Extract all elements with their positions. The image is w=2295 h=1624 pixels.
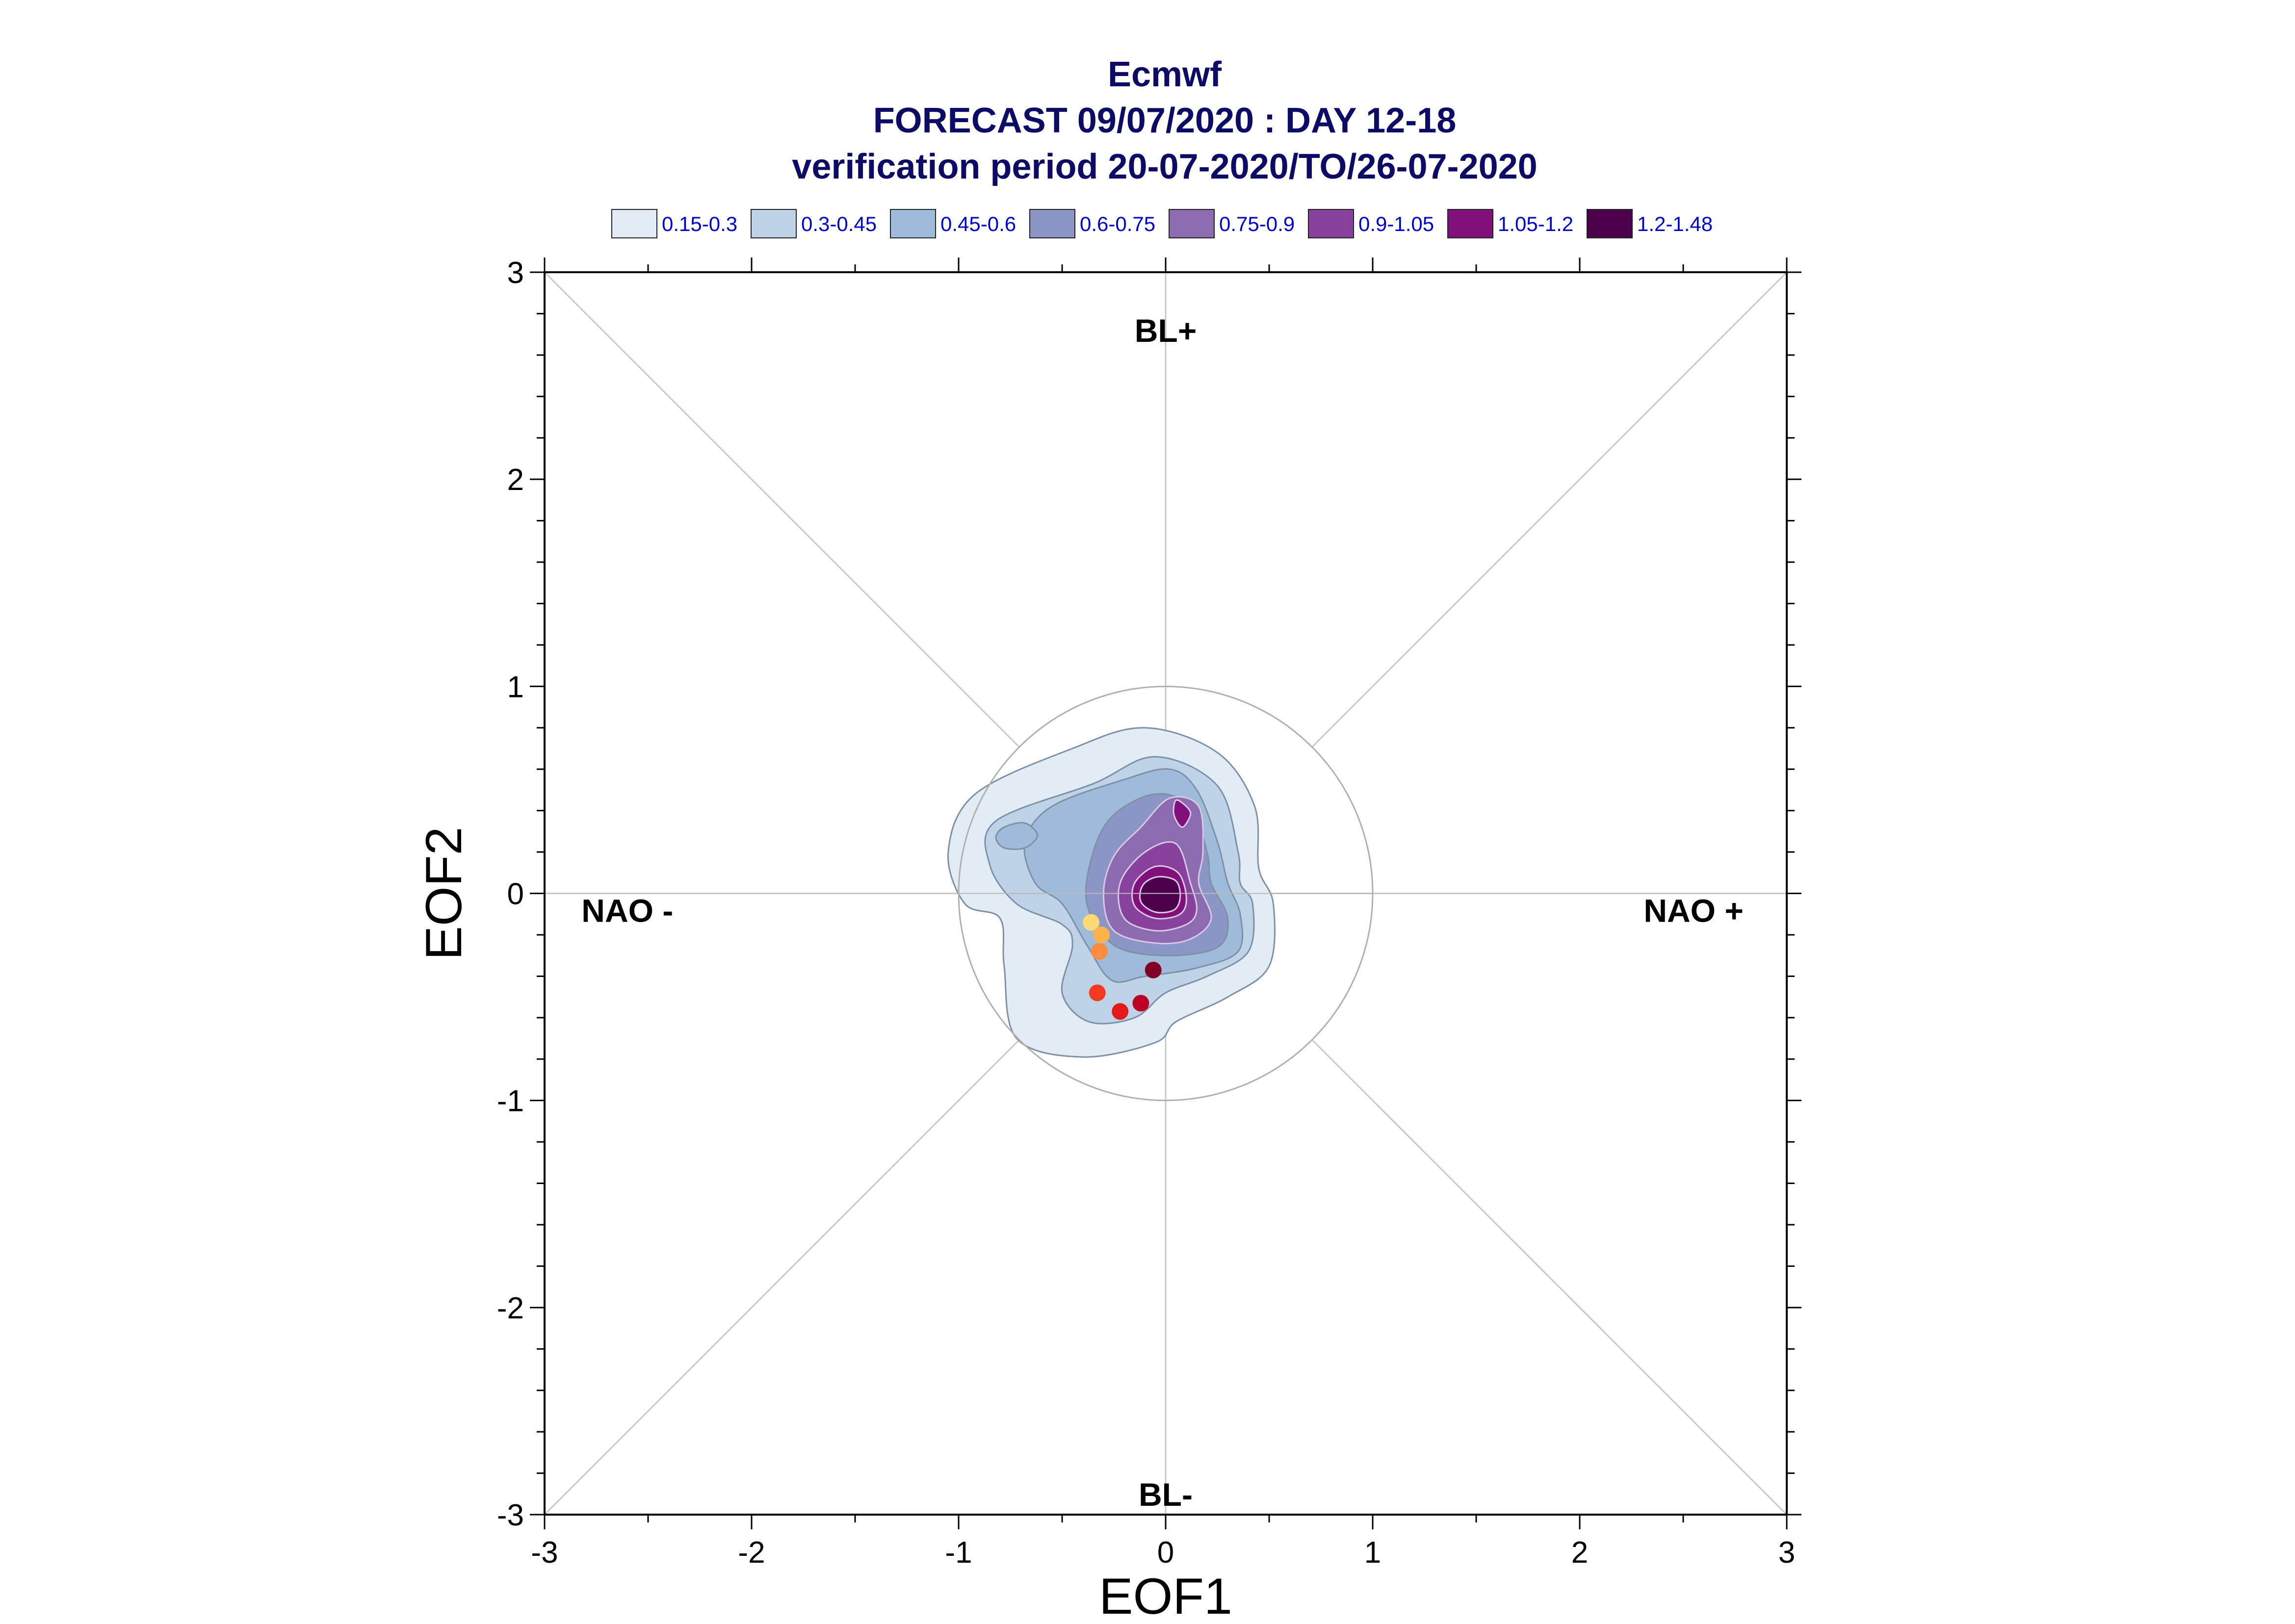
x-tick-label-4: 1 bbox=[1364, 1536, 1381, 1570]
trajectory-point-3 bbox=[1089, 984, 1106, 1002]
legend-label-6: 1.05-1.2 bbox=[1498, 212, 1573, 235]
trajectory-point-0 bbox=[1083, 914, 1100, 931]
y-tick-label-4: 1 bbox=[507, 670, 524, 704]
y-tick-label-5: 2 bbox=[507, 463, 524, 497]
contour-level-7 bbox=[1139, 876, 1181, 914]
trajectory-point-6 bbox=[1145, 961, 1162, 979]
chart-title: Ecmwf FORECAST 09/07/2020 : DAY 12-18 ve… bbox=[792, 55, 1537, 186]
y-tick-label-6: 3 bbox=[507, 256, 524, 290]
legend-label-2: 0.45-0.6 bbox=[940, 212, 1016, 235]
regime-label-3: NAO + bbox=[1643, 892, 1744, 928]
contour-blob-west bbox=[995, 822, 1038, 850]
trajectory-point-5 bbox=[1132, 995, 1149, 1012]
legend-swatch-1 bbox=[751, 209, 797, 238]
regime-label-2: NAO - bbox=[581, 892, 673, 928]
y-tick-label-1: -2 bbox=[497, 1291, 524, 1325]
y-tick-label-3: 0 bbox=[507, 877, 524, 911]
legend-swatch-3 bbox=[1029, 209, 1075, 238]
title-line-1: Ecmwf bbox=[1108, 55, 1222, 94]
y-tick-label-2: -1 bbox=[497, 1084, 524, 1118]
plot-area: BL+ BL- NAO - NAO + -3 -2 -1 0 1 2 3 -3 -2 -1 0 1 2 3 EOF1… bbox=[416, 256, 1801, 1624]
regime-label-1: BL- bbox=[1139, 1476, 1193, 1513]
legend-label-7: 1.2-1.48 bbox=[1637, 212, 1713, 235]
trajectory-point-2 bbox=[1091, 943, 1108, 960]
y-tick-label-0: -3 bbox=[497, 1498, 524, 1532]
legend-swatch-6 bbox=[1447, 209, 1493, 238]
title-line-3: verification period 20-07-2020/TO/26-07-… bbox=[792, 147, 1537, 186]
y-axis-title: EOF2 bbox=[416, 827, 472, 960]
x-tick-label-6: 3 bbox=[1778, 1536, 1795, 1570]
legend: 0.15-0.3 0.3-0.45 0.45-0.6 0.6-0.75 0.75-0.9… bbox=[611, 209, 1713, 238]
legend-swatch-7 bbox=[1587, 209, 1633, 238]
x-tick-label-2: -1 bbox=[945, 1536, 972, 1570]
trajectory-point-1 bbox=[1093, 926, 1110, 943]
legend-label-4: 0.75-0.9 bbox=[1219, 212, 1295, 235]
legend-swatch-5 bbox=[1308, 209, 1354, 238]
contour-blob-north bbox=[1173, 799, 1192, 828]
x-tick-label-3: 0 bbox=[1157, 1536, 1174, 1570]
regime-label-0: BL+ bbox=[1135, 312, 1197, 349]
x-tick-label-0: -3 bbox=[531, 1536, 558, 1570]
title-line-2: FORECAST 09/07/2020 : DAY 12-18 bbox=[873, 101, 1457, 140]
legend-label-0: 0.15-0.3 bbox=[662, 212, 737, 235]
legend-swatch-4 bbox=[1169, 209, 1215, 238]
legend-label-5: 0.9-1.05 bbox=[1358, 212, 1434, 235]
legend-label-1: 0.3-0.45 bbox=[801, 212, 877, 235]
legend-swatch-0 bbox=[611, 209, 657, 238]
trajectory-point-4 bbox=[1112, 1003, 1129, 1020]
x-tick-label-5: 2 bbox=[1571, 1536, 1588, 1570]
legend-label-3: 0.6-0.75 bbox=[1080, 212, 1155, 235]
legend-swatch-2 bbox=[890, 209, 936, 238]
x-tick-label-1: -2 bbox=[738, 1536, 765, 1570]
x-axis-title: EOF1 bbox=[1099, 1568, 1232, 1624]
